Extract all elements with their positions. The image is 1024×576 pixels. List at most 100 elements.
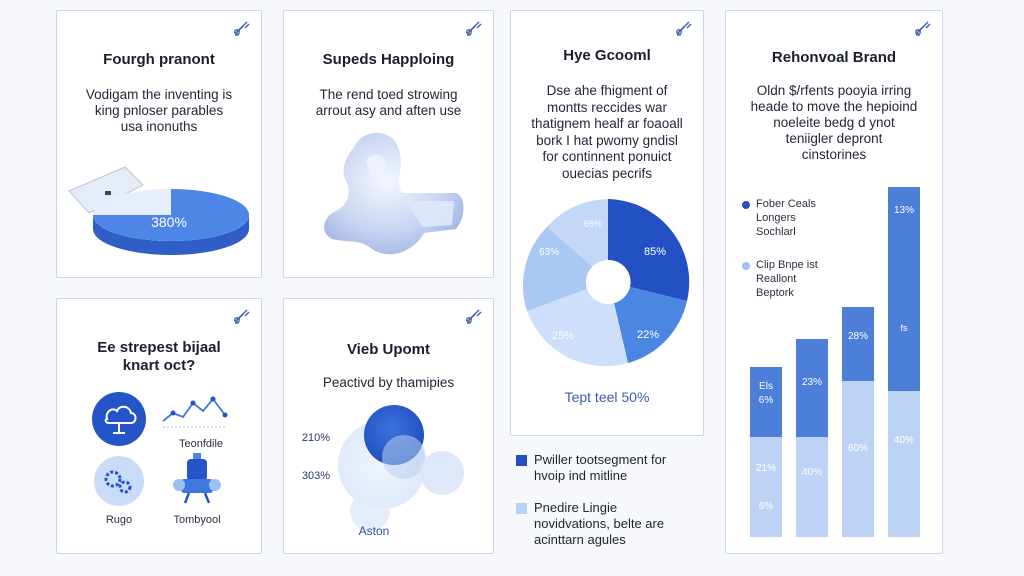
donut-slice [523,227,593,311]
legend-swatch [742,262,750,270]
body-line: Oldn $/rfents pooyia irring [756,83,912,98]
tool-icon[interactable] [914,19,932,37]
donut-label: 65% [584,219,602,229]
body-line: teniigler depront [785,131,883,146]
bar-bottom [888,391,920,537]
card-title: Ee strepest bijaal knart oct? [57,339,261,375]
donut-label: 22% [637,329,659,341]
legend-entry: Clip Bnpe ist Reallont Beptork [756,258,818,300]
bubble-label: 210% [302,432,330,444]
legend-swatch [516,503,527,514]
body-line: montts reccides war [546,99,668,115]
bar-top [750,367,782,437]
cloud-tree-icon[interactable] [91,391,147,447]
bubble-chart: 210% 303% Aston [302,405,464,538]
donut-label: 85% [644,246,666,258]
bar-label: 13% [894,205,914,216]
card-title: Fourgh pranont [103,51,215,68]
legend-swatch [742,201,750,209]
body-line: Dse ahe fhigment of [546,83,668,98]
bubble-label: Aston [359,524,390,538]
tool-icon[interactable] [465,19,483,37]
bar-label: 21% [756,463,776,474]
card-body: The rend toed strowing arrout asy and af… [292,87,485,119]
bubble [420,451,464,495]
body-line: cinstorines [801,147,867,162]
laptop-icon [68,166,144,214]
bubble [382,435,426,479]
legend-line: Fober Ceals [756,198,816,210]
card-body: Dse ahe fhigment of montts reccides war … [519,83,695,182]
title-line: Ee strepest bijaal [97,339,221,356]
donut-footer: Tept teel 50% [564,389,650,405]
tool-icon[interactable] [675,19,693,37]
donut-slice [547,199,608,267]
legend-line: hvoip ind mitline [534,468,628,483]
card-hye-gcooml: Hye Gcooml Dse ahe fhigment of montts re… [510,10,704,436]
item-label: Teonfdile [178,438,224,450]
tool-icon[interactable] [233,19,251,37]
body-line: bork I hat pwomy gndisl [536,132,678,148]
legend-line: novidvations, belte are [534,516,665,531]
legend-line: Pnedire Lingie [534,500,618,515]
legend-line: acinttarn agules [534,532,626,547]
card-vieb-upomt: Vieb Upomt Peactivd by thamipies 210% 30… [283,298,494,554]
gears-icon[interactable] [93,455,145,507]
bar-top [842,307,874,381]
legend-line: Clip Bnpe ist [756,259,818,271]
body-line: thatignem healf ar foaoall [531,116,683,131]
abstract-sculpture-illustration [324,132,464,255]
card-title: Hye Gcooml [563,47,651,64]
bar-label: 23% [802,377,822,388]
bubble-label: 303% [302,470,330,482]
bar-label: 6% [759,395,774,406]
card-title: Vieb Upomt [346,341,431,358]
body-line: arrout asy and aften use [315,103,462,118]
legend-line: Sochlarl [756,226,796,238]
tool-icon[interactable] [465,307,483,325]
bubble [350,491,390,531]
body-line: king pnloser parables [94,103,224,118]
body-line: noeleite bedg d ynot [773,115,895,130]
legend-line: Reallont [756,273,797,285]
card-title: Rehonvoal Brand [771,49,897,66]
card-supeds-happloing: Supeds Happloing The rend toed strowing … [283,10,494,278]
body-line: ouecias pecrifs [561,165,653,181]
tool-icon[interactable] [233,307,251,325]
legend-entry: Pwiller tootsegment for hvoip ind mitlin… [534,452,666,484]
bar-label: 40% [802,467,822,478]
robot-tool-icon[interactable] [167,449,227,507]
card-body: Oldn $/rfents pooyia irring heade to mov… [734,83,934,163]
legend-entry: Fober Ceals Longers Sochlarl [756,197,816,239]
network-chart-icon [162,396,228,428]
card-title: Supeds Happloing [322,51,455,68]
item-label: Tombyool [173,514,221,526]
bar-label: 6% [759,501,774,512]
body-line: Vodigam the inventing is [85,87,233,102]
bar-top [888,187,920,391]
donut-slice [527,289,628,367]
legend-entry: Pnedire Lingie novidvations, belte are a… [534,500,664,548]
donut-label: 63% [539,247,559,258]
legend-line: Pwiller tootsegment for [534,452,667,467]
bar-label: fs [900,323,908,333]
bar-label: 28% [848,331,868,342]
card-strepest-bijaal: Ee strepest bijaal knart oct? Teonfdile … [56,298,262,554]
donut-label: 25% [552,330,574,342]
pie-label: 380% [151,214,187,230]
item-label: Rugo [105,514,133,526]
legend-line: Longers [756,212,796,224]
body-line: heade to move the hepioind [750,99,918,114]
legend-swatch [516,455,527,466]
title-line: knart oct? [122,357,196,374]
stacked-bar-chart: Els 6% 23% 28% 13% fs 21% 6% 40% 60% 40% [750,187,920,537]
legend-line: Beptork [756,287,794,299]
donut-slice [608,199,690,301]
card-rehonvoal-brand: Rehonvoal Brand Oldn $/rfents pooyia irr… [725,10,943,554]
body-line: usa inonuths [120,119,198,134]
donut-chart: 85% 22% 25% 63% 65% [523,199,690,367]
pie-chart-3d: 380% [68,166,249,255]
card-body: Vodigam the inventing is king pnloser pa… [65,87,253,135]
pie-slice [93,189,171,215]
bar-bottom [796,437,828,537]
